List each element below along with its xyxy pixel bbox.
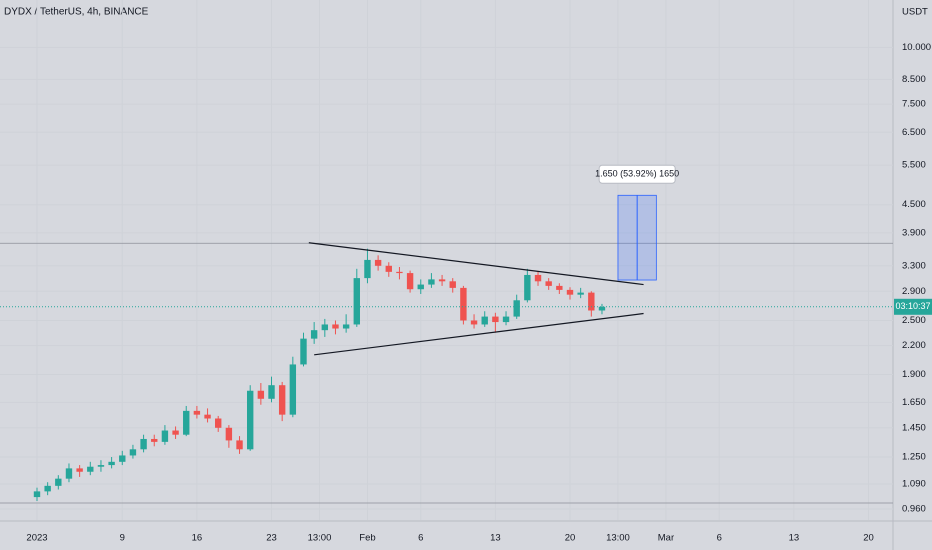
candle-body xyxy=(342,324,350,329)
x-tick-label: 20 xyxy=(863,533,874,544)
candle-body xyxy=(428,279,435,285)
y-tick-label: 2.900 xyxy=(902,286,926,297)
x-tick-label: 13:00 xyxy=(606,533,630,544)
candle-body xyxy=(310,330,318,339)
y-tick-label: 2.500 xyxy=(902,315,926,326)
candle-body xyxy=(300,338,307,365)
candle-body xyxy=(524,274,531,301)
y-tick-label: 1.450 xyxy=(902,422,926,433)
candle-body xyxy=(417,284,424,290)
x-tick-label: 13:00 xyxy=(308,533,332,544)
candle-body xyxy=(65,468,73,479)
candle-body xyxy=(598,306,606,311)
candle-body xyxy=(502,316,510,323)
candle-body xyxy=(588,292,595,311)
y-tick-label: 3.900 xyxy=(902,227,926,238)
candle-body xyxy=(513,300,520,317)
candle-body xyxy=(55,478,62,486)
y-tick-label: 5.500 xyxy=(902,160,926,171)
chart-title: DYDX / TetherUS, 4h, BINANCE xyxy=(4,7,149,18)
candle-body xyxy=(460,287,467,321)
y-tick-label: 8.500 xyxy=(902,74,926,85)
candle-body xyxy=(151,438,158,442)
candle-body xyxy=(97,465,105,467)
candle-body xyxy=(364,259,371,279)
candle-body xyxy=(246,390,254,450)
candle-body xyxy=(268,385,275,399)
y-tick-label: 10.000 xyxy=(902,42,931,53)
candle-body xyxy=(87,466,94,472)
y-tick-label: 0.960 xyxy=(902,504,926,515)
x-tick-label: 13 xyxy=(789,533,800,544)
candle-body xyxy=(566,289,574,295)
candle-body xyxy=(321,324,329,331)
y-tick-label: 7.500 xyxy=(902,99,926,110)
candle-body xyxy=(225,427,233,441)
candle-body xyxy=(119,455,126,462)
candle-body xyxy=(332,324,339,329)
candle-body xyxy=(438,279,446,282)
x-tick-label: 6 xyxy=(717,533,722,544)
candle-body xyxy=(236,440,243,450)
candle-body xyxy=(33,491,41,498)
candle-body xyxy=(204,414,211,419)
countdown: 03:10:37 xyxy=(895,301,930,311)
candle-body xyxy=(108,461,115,466)
candle-body xyxy=(353,278,360,325)
candle-body xyxy=(289,364,297,415)
x-tick-label: Feb xyxy=(359,533,375,544)
measure-label-box xyxy=(598,164,676,184)
x-tick-label: Mar xyxy=(658,533,674,544)
candle-body xyxy=(556,285,563,290)
current-price-tag xyxy=(894,298,932,315)
candle-body xyxy=(449,281,456,288)
candle-body xyxy=(183,410,190,435)
y-tick-label: 6.500 xyxy=(902,127,926,138)
candle-body xyxy=(385,265,392,272)
candle-body xyxy=(172,430,179,435)
x-tick-label: 9 xyxy=(120,533,125,544)
trendline xyxy=(314,312,644,356)
y-tick-label: 4.500 xyxy=(902,199,926,210)
candle-body xyxy=(577,292,584,295)
candle-body xyxy=(470,320,478,325)
x-tick-label: 13 xyxy=(490,533,501,544)
candle-body xyxy=(140,438,147,450)
candle-body xyxy=(374,259,382,266)
candle-body xyxy=(396,271,403,274)
candle-body xyxy=(161,430,169,442)
y-tick-label: 3.300 xyxy=(902,260,926,271)
candle-body xyxy=(44,485,51,492)
x-tick-label: 20 xyxy=(565,533,576,544)
candle-body xyxy=(257,390,265,399)
candle-body xyxy=(545,281,552,286)
candle-body xyxy=(406,273,414,290)
x-tick-label: 23 xyxy=(266,533,277,544)
trendline xyxy=(308,242,644,286)
candle-body xyxy=(492,316,499,323)
x-tick-label: 16 xyxy=(192,533,203,544)
x-tick-label: 2023 xyxy=(26,533,47,544)
candle-body xyxy=(193,410,201,415)
y-tick-label: 2.200 xyxy=(902,340,926,351)
candle-body xyxy=(278,385,286,415)
candle-body xyxy=(129,449,137,456)
measure-label: 1.650 (53.92%) 1650 xyxy=(595,169,679,179)
candle-body xyxy=(481,316,488,325)
candle-body xyxy=(215,418,222,428)
y-tick-label: 1.250 xyxy=(902,452,926,463)
y-tick-label: 1.090 xyxy=(902,479,926,490)
candle-body xyxy=(76,468,83,472)
y-tick-label: 1.650 xyxy=(902,397,926,408)
candle-body xyxy=(534,274,542,282)
y-tick-label: 1.900 xyxy=(902,369,926,380)
currency-label: USDT xyxy=(902,7,928,18)
x-tick-label: 6 xyxy=(418,533,423,544)
